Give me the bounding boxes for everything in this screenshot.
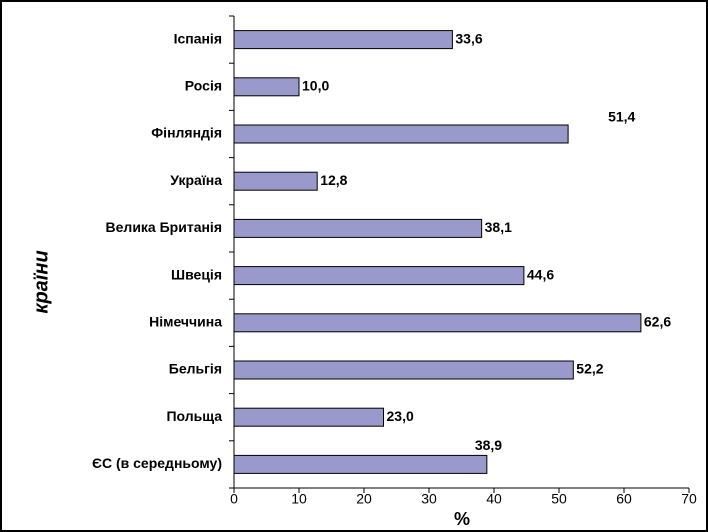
y-tick-label: Швеція bbox=[171, 266, 222, 282]
y-tick-label: Україна bbox=[170, 172, 222, 188]
value-label: 52,2 bbox=[576, 361, 603, 377]
x-tick-label: 60 bbox=[616, 491, 632, 507]
value-label: 23,0 bbox=[387, 408, 414, 424]
value-label: 10,0 bbox=[302, 78, 329, 94]
y-axis-label: країни bbox=[30, 250, 52, 313]
bar bbox=[233, 30, 453, 50]
y-tick-label: ЄС (в середньому) bbox=[92, 455, 222, 471]
x-axis-label: % bbox=[454, 509, 470, 529]
bar bbox=[233, 218, 483, 238]
y-tick-label: Польща bbox=[166, 408, 222, 424]
bar bbox=[233, 360, 574, 380]
value-label: 51,4 bbox=[608, 109, 635, 125]
bar bbox=[233, 313, 642, 333]
y-tick-label: Бельгія bbox=[169, 361, 222, 377]
bar bbox=[233, 407, 384, 427]
x-tick-label: 40 bbox=[486, 491, 502, 507]
x-tick-label: 0 bbox=[230, 491, 238, 507]
y-tick-label: Росія bbox=[185, 78, 222, 94]
x-tick-label: 10 bbox=[291, 491, 307, 507]
value-label: 38,1 bbox=[485, 219, 512, 235]
value-label: 44,6 bbox=[527, 266, 554, 282]
bar bbox=[233, 454, 488, 474]
y-tick-label: Фінляндія bbox=[151, 125, 222, 141]
y-tick-label: Іспанія bbox=[174, 30, 222, 46]
x-tick-label: 30 bbox=[421, 491, 437, 507]
value-label: 33,6 bbox=[455, 30, 482, 46]
y-tick-label: Німеччина bbox=[149, 314, 222, 330]
x-tick-label: 50 bbox=[551, 491, 567, 507]
bar bbox=[233, 266, 525, 286]
y-tick-label: Велика Британія bbox=[106, 219, 222, 235]
value-label: 62,6 bbox=[644, 314, 671, 330]
x-tick-label: 70 bbox=[681, 491, 697, 507]
value-label: 12,8 bbox=[320, 172, 347, 188]
bar bbox=[233, 77, 300, 97]
bar bbox=[233, 124, 569, 144]
x-tick-label: 20 bbox=[356, 491, 372, 507]
value-label: 38,9 bbox=[475, 437, 502, 453]
bar bbox=[233, 171, 318, 191]
